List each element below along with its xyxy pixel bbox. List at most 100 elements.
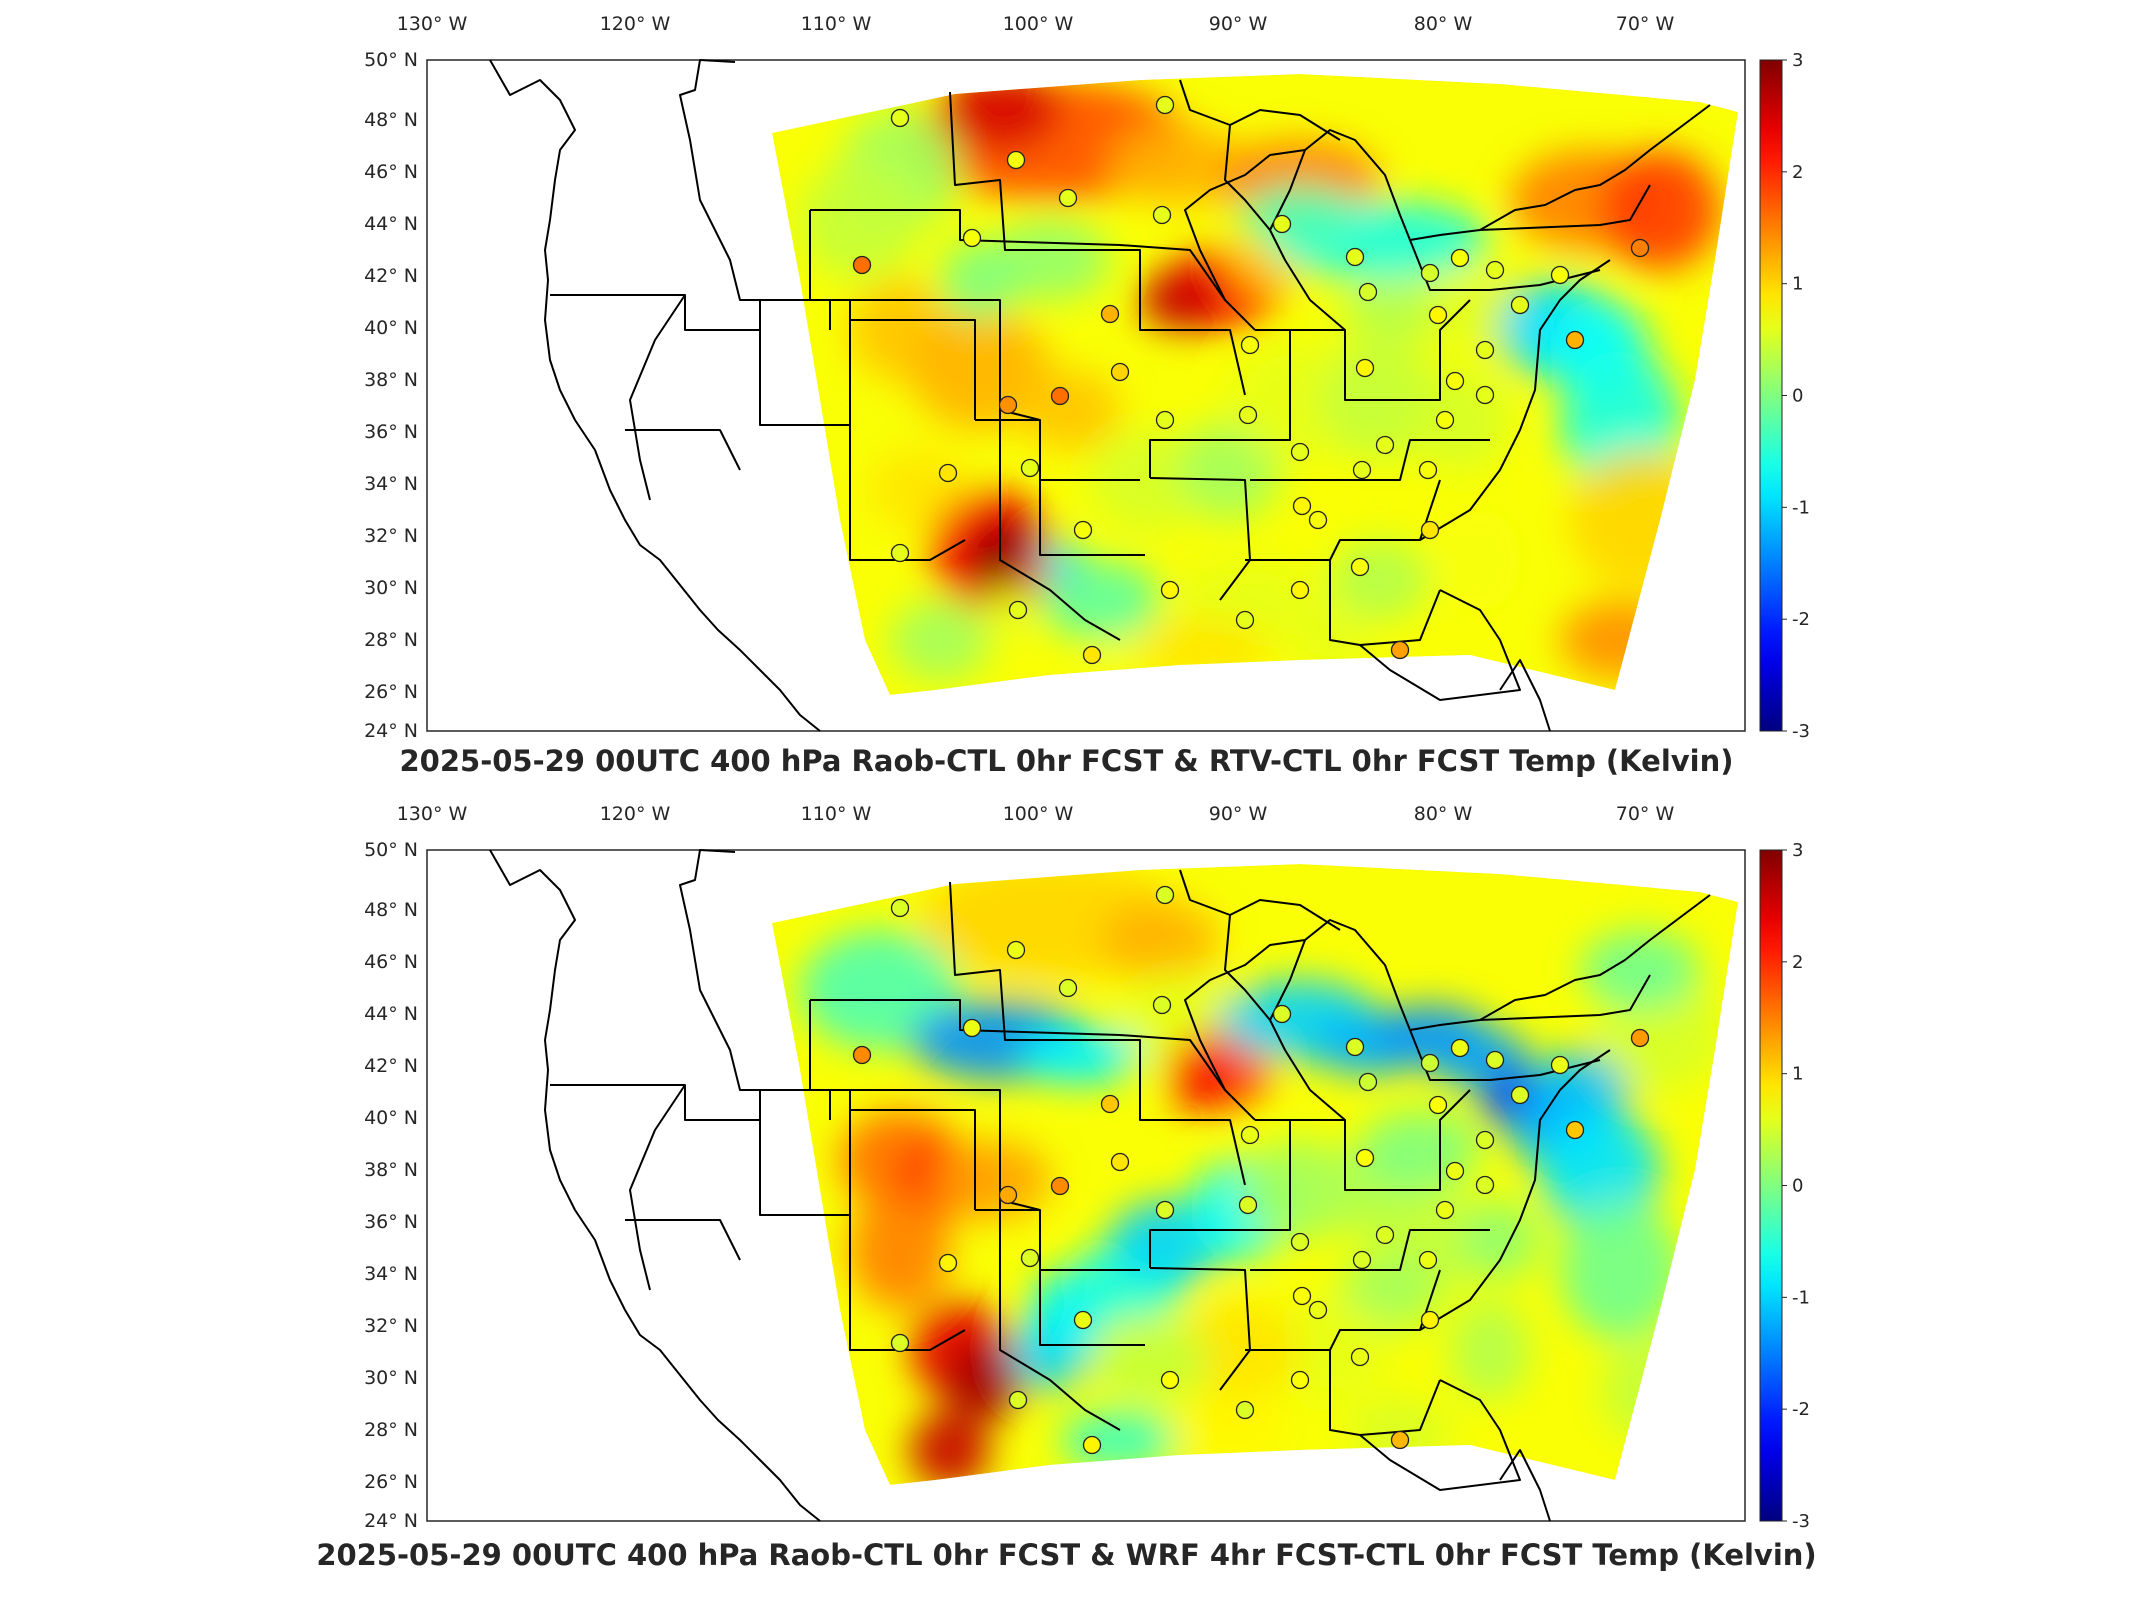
station-marker xyxy=(1290,580,1310,600)
station-marker xyxy=(852,255,872,275)
colorbar-tick-label: 2 xyxy=(1792,952,1803,973)
station-marker xyxy=(852,1045,872,1065)
station-marker xyxy=(1390,1430,1410,1450)
station-marker xyxy=(1565,330,1585,350)
station-markers xyxy=(852,95,1650,665)
latitude-label: 32° N xyxy=(364,525,418,547)
station-marker xyxy=(1475,1130,1495,1150)
station-marker xyxy=(938,463,958,483)
colorbar xyxy=(1759,59,1783,732)
station-marker xyxy=(962,228,982,248)
latitude-label: 36° N xyxy=(364,1211,418,1233)
station-marker xyxy=(1100,1094,1120,1114)
station-marker xyxy=(1475,1175,1495,1195)
station-marker xyxy=(1420,263,1440,283)
station-marker xyxy=(1020,458,1040,478)
station-marker xyxy=(1485,260,1505,280)
station-marker xyxy=(1155,410,1175,430)
station-marker xyxy=(1445,1161,1465,1181)
station-marker xyxy=(1235,610,1255,630)
station-marker xyxy=(1630,1028,1650,1048)
longitude-label: 110° W xyxy=(801,803,872,825)
station-marker xyxy=(1435,410,1455,430)
station-marker xyxy=(1152,995,1172,1015)
map-title: 2025-05-29 00UTC 400 hPa Raob-CTL 0hr FC… xyxy=(316,1538,1817,1572)
station-marker xyxy=(1550,1055,1570,1075)
station-marker xyxy=(1050,386,1070,406)
latitude-label: 24° N xyxy=(364,720,418,742)
latitude-label: 42° N xyxy=(364,265,418,287)
station-marker xyxy=(1238,1195,1258,1215)
station-marker xyxy=(1155,885,1175,905)
station-marker xyxy=(1450,1038,1470,1058)
latitude-label: 26° N xyxy=(364,681,418,703)
colorbar-tick-label: 2 xyxy=(1792,162,1803,183)
latitude-label: 30° N xyxy=(364,577,418,599)
station-marker xyxy=(1082,645,1102,665)
station-marker xyxy=(890,898,910,918)
station-marker xyxy=(1350,1347,1370,1367)
station-marker xyxy=(1350,557,1370,577)
latitude-label: 50° N xyxy=(364,49,418,71)
station-marker xyxy=(1420,520,1440,540)
station-marker xyxy=(1152,205,1172,225)
latitude-label: 50° N xyxy=(364,839,418,861)
station-marker xyxy=(1073,520,1093,540)
station-marker xyxy=(1345,1037,1365,1057)
colorbar xyxy=(1759,849,1783,1522)
latitude-label: 48° N xyxy=(364,899,418,921)
station-marker xyxy=(1358,1072,1378,1092)
station-marker xyxy=(1375,435,1395,455)
colorbar-tick-label: -3 xyxy=(1792,1511,1810,1532)
colorbar-tick-label: 0 xyxy=(1792,386,1803,407)
station-marker xyxy=(1160,1370,1180,1390)
station-marker xyxy=(1292,496,1312,516)
station-marker xyxy=(1485,1050,1505,1070)
station-marker xyxy=(962,1018,982,1038)
station-marker xyxy=(1050,1176,1070,1196)
latitude-label: 46° N xyxy=(364,161,418,183)
station-marker xyxy=(998,395,1018,415)
latitude-label: 34° N xyxy=(364,473,418,495)
colorbar-tick-label: 3 xyxy=(1792,50,1803,71)
station-marker xyxy=(1290,1370,1310,1390)
map-title: 2025-05-29 00UTC 400 hPa Raob-CTL 0hr FC… xyxy=(399,744,1734,778)
latitude-label: 48° N xyxy=(364,109,418,131)
station-marker xyxy=(1352,1250,1372,1270)
latitude-label: 44° N xyxy=(364,213,418,235)
station-marker xyxy=(1008,600,1028,620)
longitude-label: 100° W xyxy=(1003,803,1074,825)
station-marker xyxy=(1110,1152,1130,1172)
station-marker xyxy=(1110,362,1130,382)
station-marker xyxy=(1355,358,1375,378)
station-marker xyxy=(1082,1435,1102,1455)
station-marker xyxy=(1020,1248,1040,1268)
station-marker xyxy=(1352,460,1372,480)
latitude-label: 24° N xyxy=(364,1510,418,1532)
station-marker xyxy=(1058,188,1078,208)
station-marker xyxy=(1240,1125,1260,1145)
latitude-label: 40° N xyxy=(364,1107,418,1129)
temperature-field xyxy=(772,74,1738,695)
longitude-label: 90° W xyxy=(1209,13,1268,35)
station-marker xyxy=(1435,1200,1455,1220)
station-marker xyxy=(998,1185,1018,1205)
station-marker xyxy=(1630,238,1650,258)
station-marker xyxy=(1550,265,1570,285)
station-marker xyxy=(1058,978,1078,998)
station-marker xyxy=(1565,1120,1585,1140)
station-marker xyxy=(1418,460,1438,480)
station-markers xyxy=(852,885,1650,1455)
station-marker xyxy=(1475,385,1495,405)
station-marker xyxy=(1073,1310,1093,1330)
state-boundaries xyxy=(489,59,1711,732)
station-marker xyxy=(1155,95,1175,115)
station-marker xyxy=(1390,640,1410,660)
latitude-label: 34° N xyxy=(364,1263,418,1285)
station-marker xyxy=(1510,1085,1530,1105)
colorbar-tick-label: -1 xyxy=(1792,1287,1810,1308)
colorbar-tick-label: -2 xyxy=(1792,609,1810,630)
station-marker xyxy=(1428,1095,1448,1115)
colorbar-tick-label: -3 xyxy=(1792,721,1810,742)
longitude-label: 80° W xyxy=(1414,803,1473,825)
